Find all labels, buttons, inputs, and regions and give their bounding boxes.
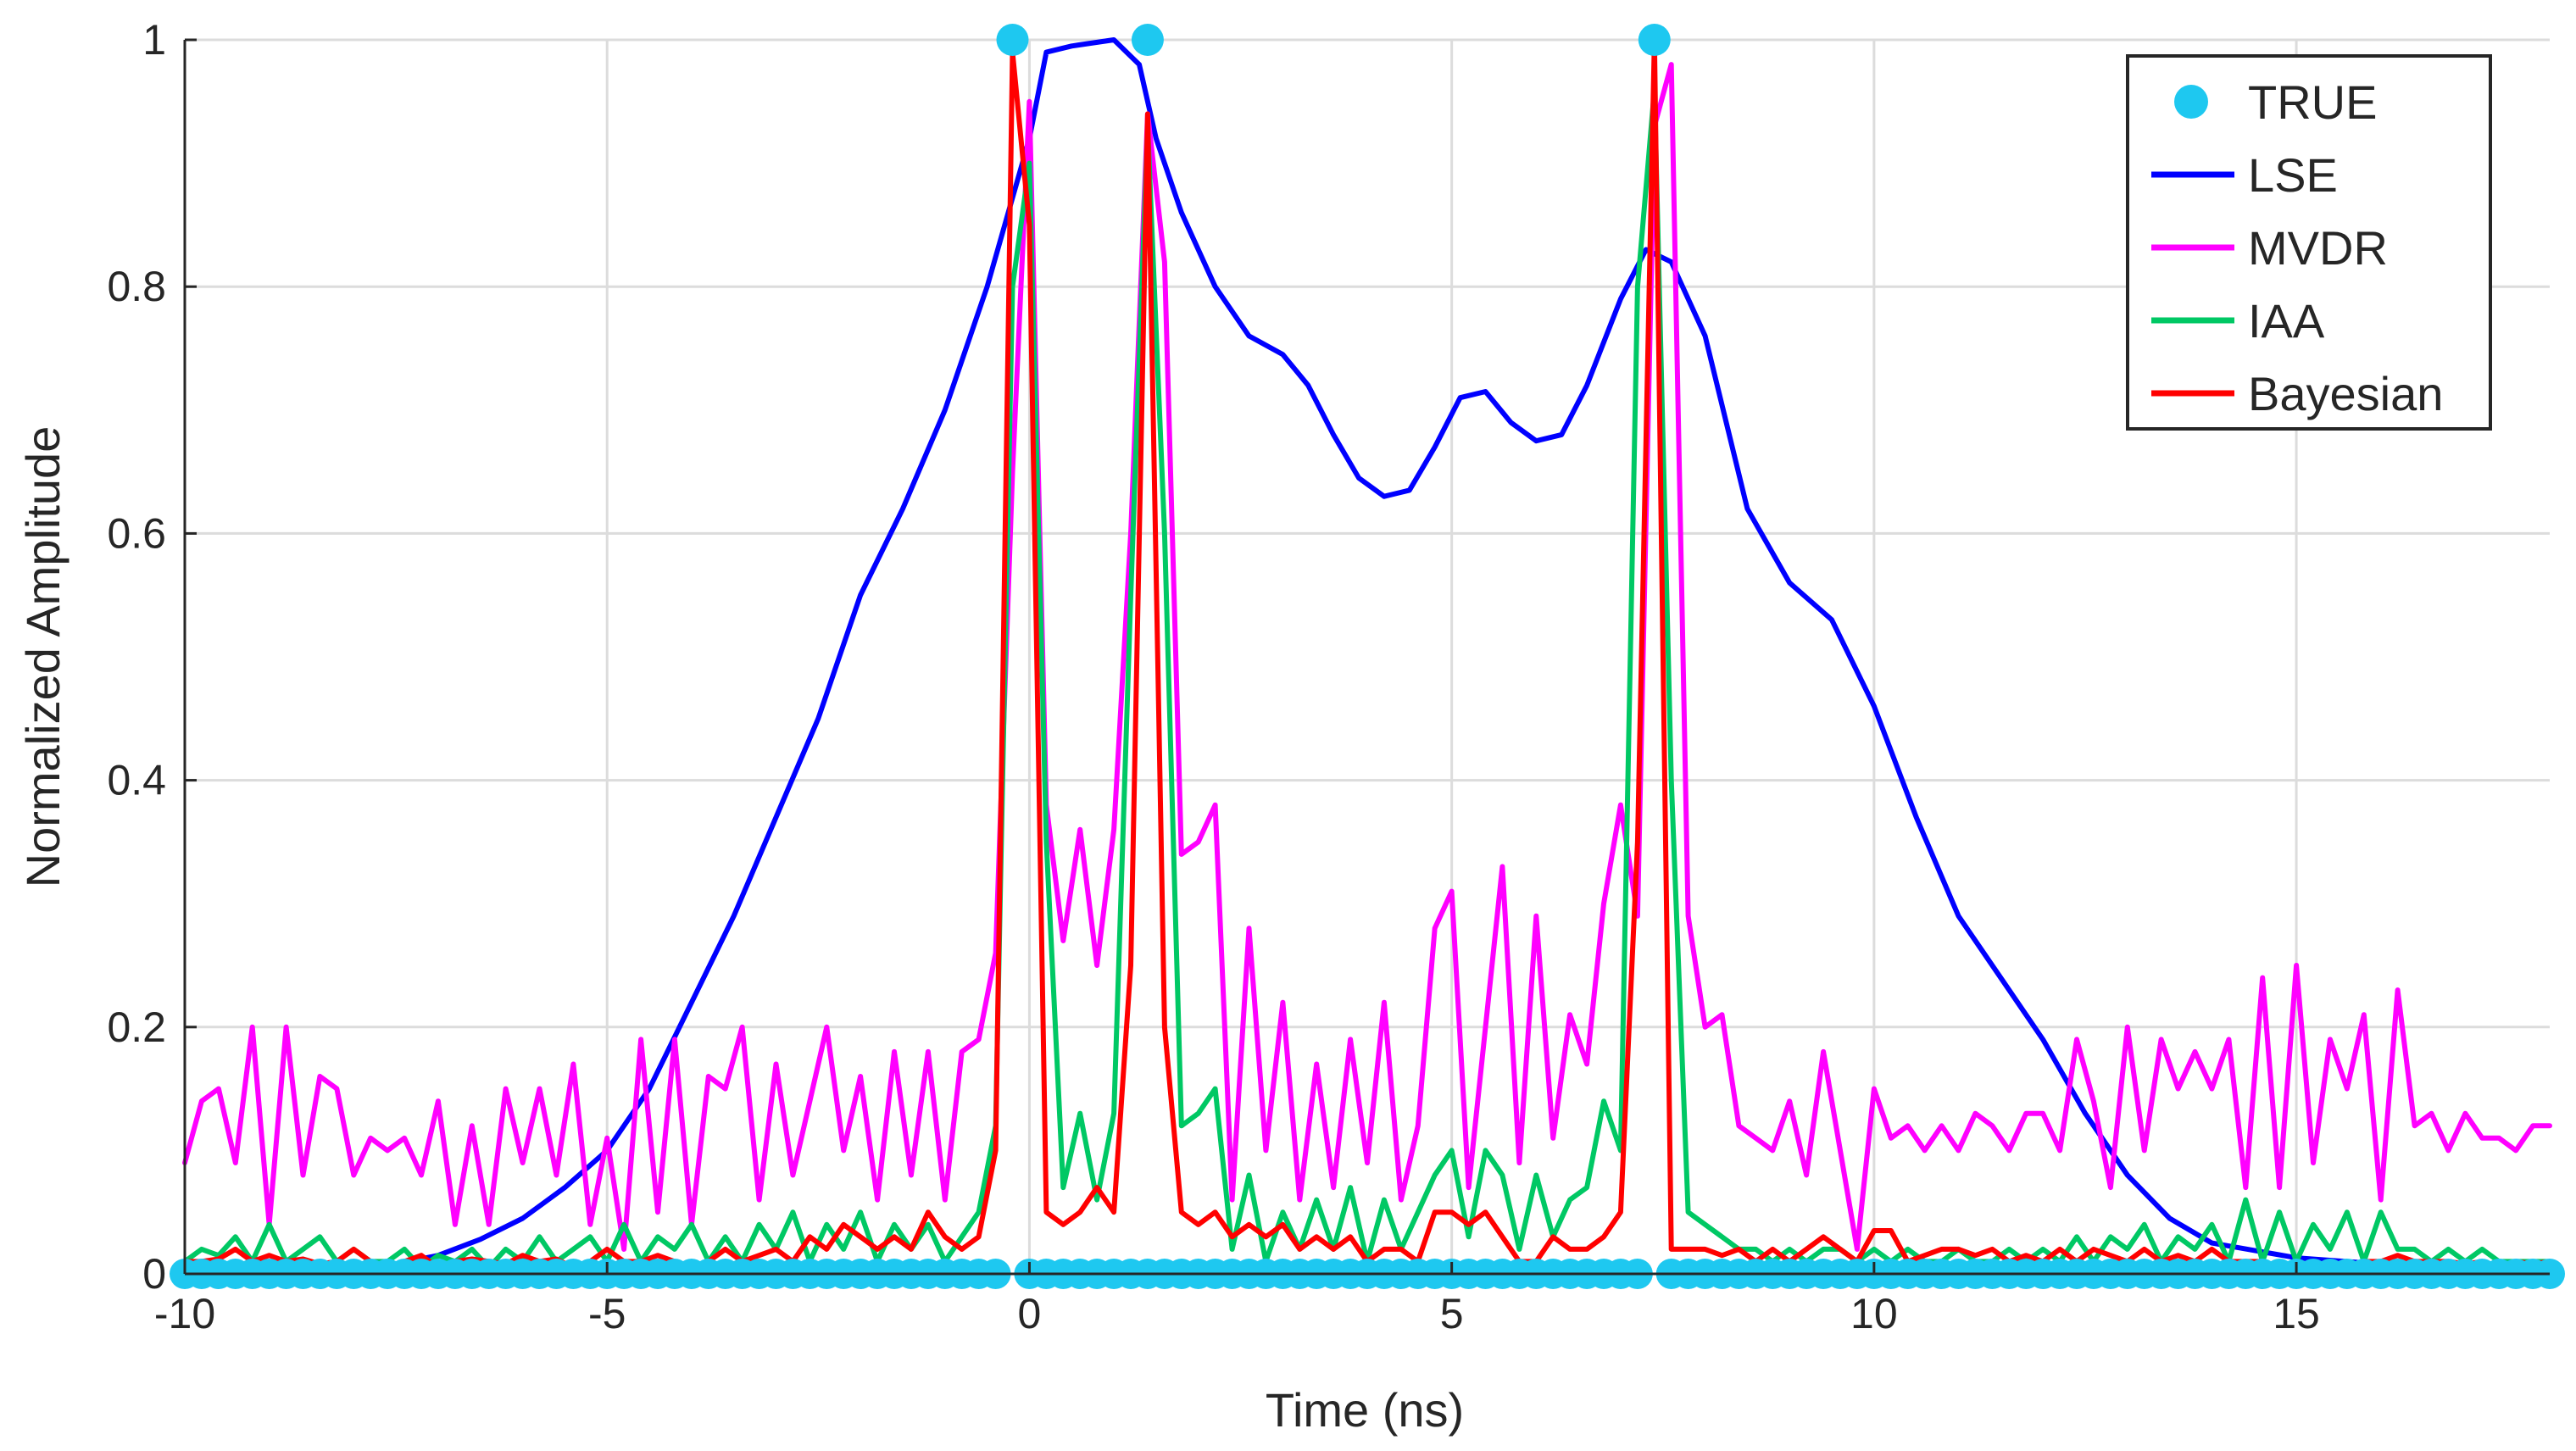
x-tick-label: 5 [1440, 1290, 1464, 1337]
legend-label-mvdr: MVDR [2248, 221, 2388, 275]
y-tick-label: 0 [142, 1250, 166, 1298]
y-tick-label: 0.6 [107, 509, 166, 557]
y-tick-label: 1 [142, 16, 166, 64]
legend-label-lse: LSE [2248, 148, 2338, 202]
legend: TRUE LSE MVDR IAA Bayesian [2126, 54, 2492, 431]
y-tick-label: 0.8 [107, 263, 166, 310]
series-line-mvdr [182, 62, 2552, 1252]
x-tick-label: 15 [2273, 1290, 2320, 1337]
x-tick-label: -5 [588, 1290, 626, 1337]
legend-label-bayesian: Bayesian [2248, 367, 2443, 420]
legend-label-iaa: IAA [2248, 294, 2325, 347]
y-tick-label: 0.4 [107, 757, 166, 804]
x-axis-title: Time (ns) [1266, 1383, 1464, 1437]
legend-label-true: TRUE [2248, 75, 2377, 129]
marker-true-peak [1638, 24, 1671, 56]
series-line-lse [182, 37, 2552, 1275]
marker-true-peak [996, 24, 1029, 56]
y-tick-label: 0.2 [107, 1003, 166, 1051]
axes: -10 -5 0 5 10 15 0 0.2 0.4 0.6 0.8 1 [107, 16, 2550, 1337]
legend-swatch-true [2174, 85, 2208, 119]
x-tick-label: 0 [1018, 1290, 1042, 1337]
marker-true-peak [1131, 24, 1164, 56]
x-tick-label: 10 [1850, 1290, 1898, 1337]
x-tick-label: -10 [154, 1290, 215, 1337]
y-axis-title: Normalized Amplitude [16, 426, 70, 888]
